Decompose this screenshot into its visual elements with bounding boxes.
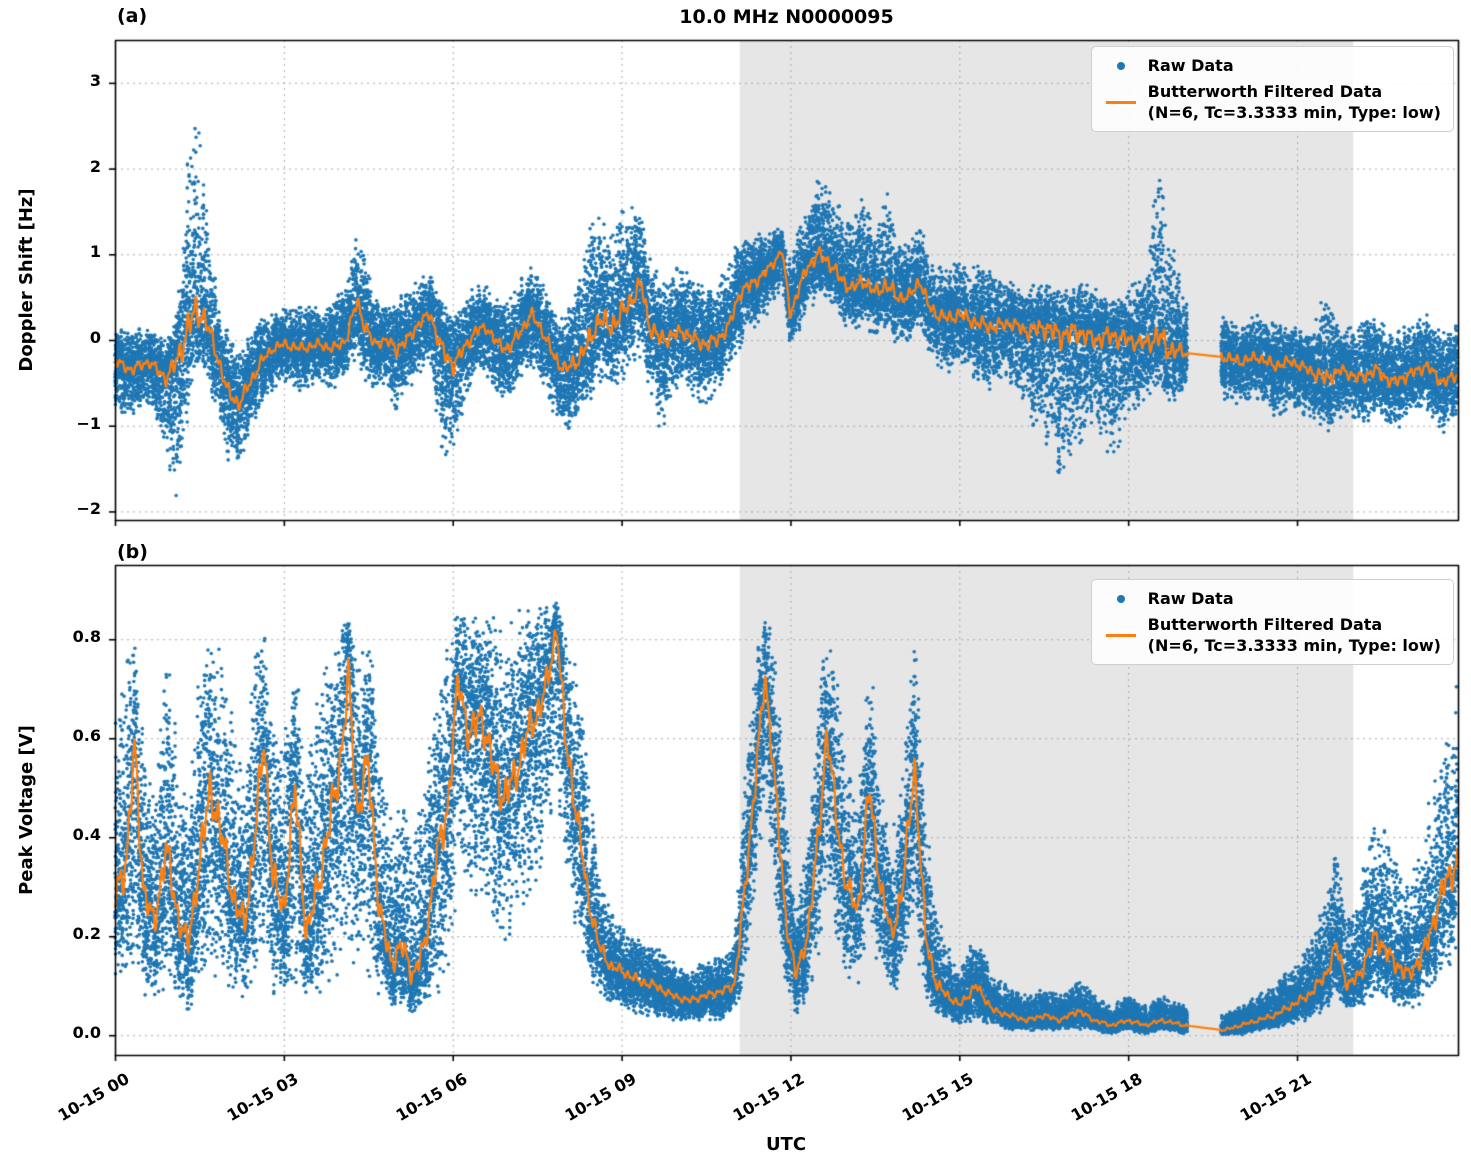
y-tick-label: −1 [76,413,101,433]
legend-panel-b: Raw Data Butterworth Filtered Data (N=6,… [1090,579,1454,666]
y-axis-label-voltage: Peak Voltage [V] [16,725,37,895]
legend-row-filtered: Butterworth Filtered Data (N=6, Tc=3.333… [1104,81,1441,123]
raw-data-marker-icon [1116,594,1125,603]
y-tick-label: 1 [89,242,101,262]
y-tick-label: 0.2 [72,924,101,944]
y-tick-label: 0.6 [72,726,101,746]
raw-data-label: Raw Data [1147,589,1234,608]
y-tick-label: 0.0 [72,1023,101,1043]
raw-data-label: Raw Data [1147,56,1234,75]
filtered-data-label: Butterworth Filtered Data [1147,82,1383,102]
filtered-data-sublabel: (N=6, Tc=3.3333 min, Type: low) [1147,636,1441,656]
y-tick-label: 3 [89,70,101,90]
y-tick-label: −2 [76,499,101,519]
raw-data-marker-icon [1116,61,1125,70]
filtered-data-label: Butterworth Filtered Data [1147,615,1383,635]
y-tick-label: 0 [89,328,101,347]
legend-row-filtered: Butterworth Filtered Data (N=6, Tc=3.333… [1104,614,1441,656]
x-axis-label: UTC [765,1134,807,1155]
legend-row-raw: Raw Data [1104,55,1441,76]
panel-b-label: (b) [117,541,148,563]
y-tick-label: 2 [89,156,101,176]
legend-row-raw: Raw Data [1104,588,1441,609]
filtered-data-sublabel: (N=6, Tc=3.3333 min, Type: low) [1147,103,1441,123]
filtered-line-marker-icon [1105,633,1136,637]
chart-title: 10.0 MHz N0000095 [679,6,894,28]
legend-panel-a: Raw Data Butterworth Filtered Data (N=6,… [1090,46,1454,133]
y-tick-label: 0.4 [72,825,101,845]
y-tick-label: 0.8 [72,627,101,647]
panel-a-label: (a) [117,5,148,27]
filtered-line-marker-icon [1105,100,1136,104]
